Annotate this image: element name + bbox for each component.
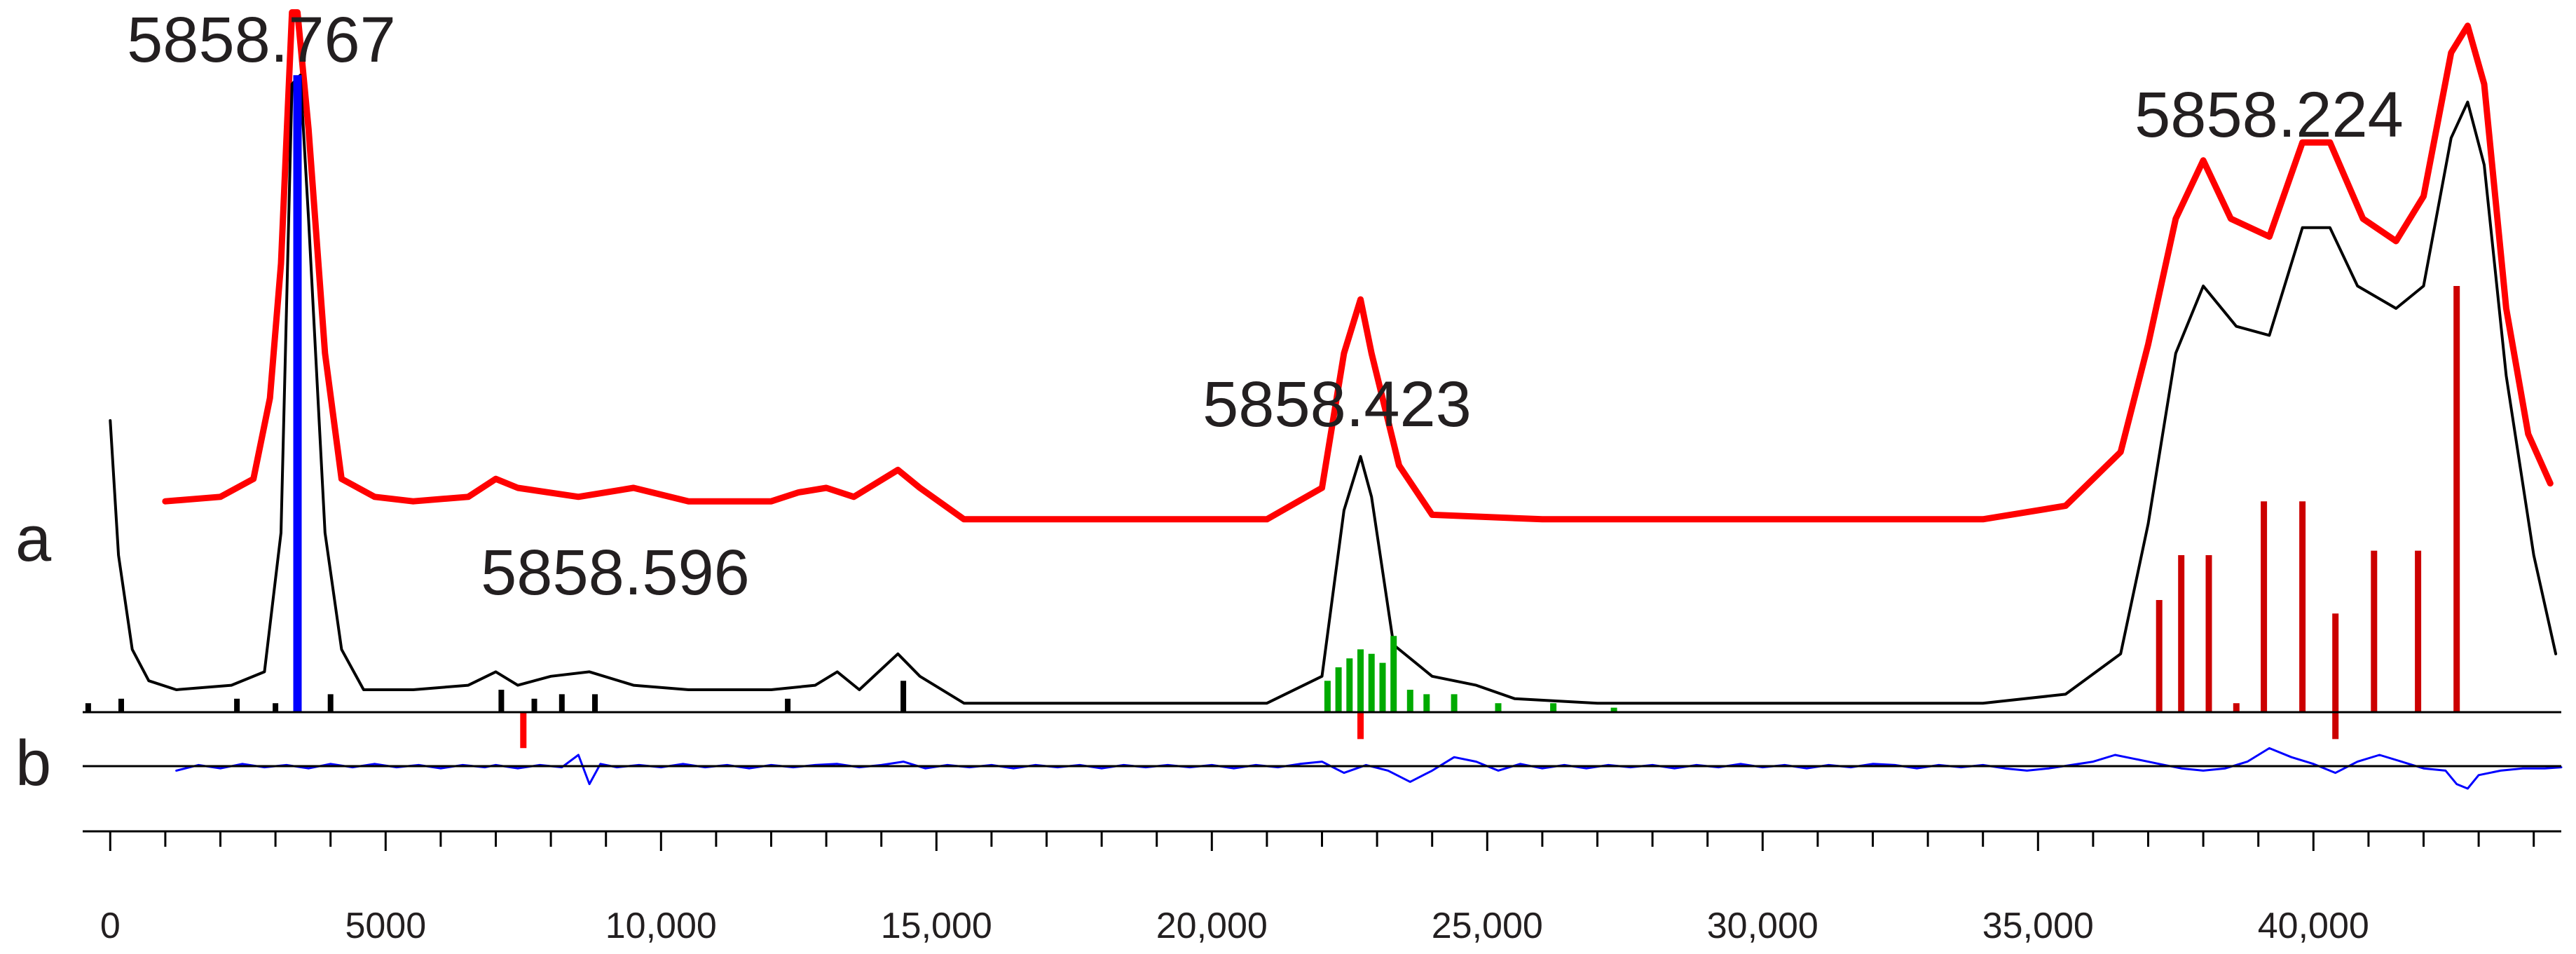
x-tick-label: 30,000: [1707, 906, 1818, 946]
x-tick-label: 25,000: [1432, 906, 1543, 946]
observed-trace: [109, 74, 2558, 705]
peak-label: 5858.596: [481, 537, 750, 608]
peak-label: 5858.767: [127, 4, 396, 76]
panel-label-a: a: [15, 503, 52, 575]
x-tick-label: 40,000: [2258, 906, 2369, 946]
peak-labels: 5858.767 5858.596 5858.423 5858.224: [127, 4, 2404, 608]
panel-label-b: b: [15, 728, 51, 799]
fit-trace: [162, 9, 2554, 523]
x-tick-label: 0: [100, 906, 121, 946]
x-axis: 0 5000 10,000 15,000 20,000 25,000 30,000 35,00…: [83, 830, 2561, 946]
x-tick-label: 15,000: [881, 906, 992, 946]
peak-label: 5858.224: [2135, 79, 2404, 151]
peak-label: 5858.423: [1203, 369, 1472, 440]
trace-layer: [109, 9, 2563, 790]
x-tick-label: 10,000: [605, 906, 717, 946]
x-tick-label: 5000: [345, 906, 426, 946]
x-tick-label: 20,000: [1156, 906, 1268, 946]
x-tick-label: 35,000: [1982, 906, 2094, 946]
residual-trace: [175, 747, 2563, 790]
stick-layer: [85, 75, 2460, 749]
